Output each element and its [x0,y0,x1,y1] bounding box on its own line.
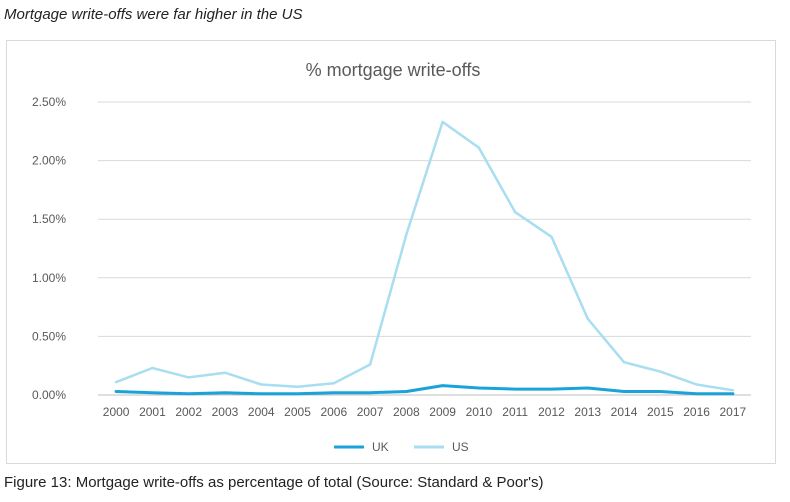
chart-title: % mortgage write-offs [306,60,481,80]
data-point-us [332,382,336,385]
x-tick-label: 2001 [139,405,166,419]
data-point-uk [296,392,299,396]
x-tick-label: 2010 [466,405,493,419]
x-tick-label: 2007 [357,405,384,419]
data-point-us [187,376,190,379]
data-point-us [477,146,481,149]
data-point-uk [332,391,336,394]
legend: UK US [334,440,469,454]
series-lines [114,120,735,396]
data-point-uk [187,392,190,396]
x-tick-label: 2012 [538,405,565,419]
x-tick-label: 2016 [683,405,710,419]
data-point-uk [659,390,662,393]
data-point-us [659,370,662,373]
x-tick-label: 2011 [502,405,528,419]
series-line-uk [114,384,735,396]
x-tick-label: 2015 [647,405,674,419]
data-point-uk [477,386,481,390]
data-point-us [296,385,299,388]
data-point-us [114,380,118,384]
data-point-us [260,383,263,386]
data-point-uk [550,387,553,391]
y-tick-label: 0.00% [32,388,66,402]
data-point-uk [731,392,735,396]
data-point-uk [405,390,408,393]
figure-heading: Mortgage write-offs were far higher in t… [4,6,303,23]
x-tick-label: 2014 [611,405,638,419]
legend-label-uk: UK [372,440,389,454]
series-line-us [114,120,735,392]
y-tick-label: 1.00% [32,271,66,285]
x-tick-label: 2005 [284,405,311,419]
data-point-uk [695,392,698,396]
y-axis-ticks: 0.00% 0.50% 1.00% 1.50% 2.00% 2.50% [32,95,66,402]
figure-caption: Figure 13: Mortgage write-offs as percen… [4,474,544,491]
data-point-us [513,210,517,214]
x-tick-label: 2017 [720,405,747,419]
data-point-uk [368,391,372,394]
data-point-us [368,363,372,366]
data-point-us [151,366,154,370]
data-point-uk [223,391,227,394]
x-axis-ticks: 2000 2001 2002 2003 2004 2005 2006 2007 2008 2009… [103,405,747,419]
data-point-us [731,389,735,392]
data-point-us [695,383,698,386]
x-tick-label: 2002 [175,405,202,419]
data-point-uk [622,390,626,393]
x-tick-label: 2000 [103,405,130,419]
data-point-us [223,371,227,374]
data-point-uk [114,390,118,393]
x-tick-label: 2013 [574,405,601,419]
y-tick-label: 2.00% [32,154,66,168]
x-tick-label: 2006 [320,405,347,419]
data-point-uk [151,391,154,394]
y-tick-label: 2.50% [32,95,66,109]
data-point-us [622,360,626,364]
y-tick-label: 1.50% [32,212,66,226]
x-tick-label: 2004 [248,405,275,419]
chart-frame [6,40,776,464]
x-tick-label: 2008 [393,405,420,419]
data-point-uk [260,392,263,396]
data-point-uk [586,386,589,390]
data-point-us [405,233,408,236]
y-tick-label: 0.50% [32,329,66,343]
legend-label-us: US [452,440,469,454]
data-point-uk [513,387,517,391]
x-tick-label: 2009 [429,405,456,419]
data-point-us [586,317,589,321]
data-point-us [441,120,444,124]
x-tick-label: 2003 [212,405,239,419]
data-point-uk [441,384,444,387]
gridlines [98,101,751,396]
data-point-us [550,235,553,238]
